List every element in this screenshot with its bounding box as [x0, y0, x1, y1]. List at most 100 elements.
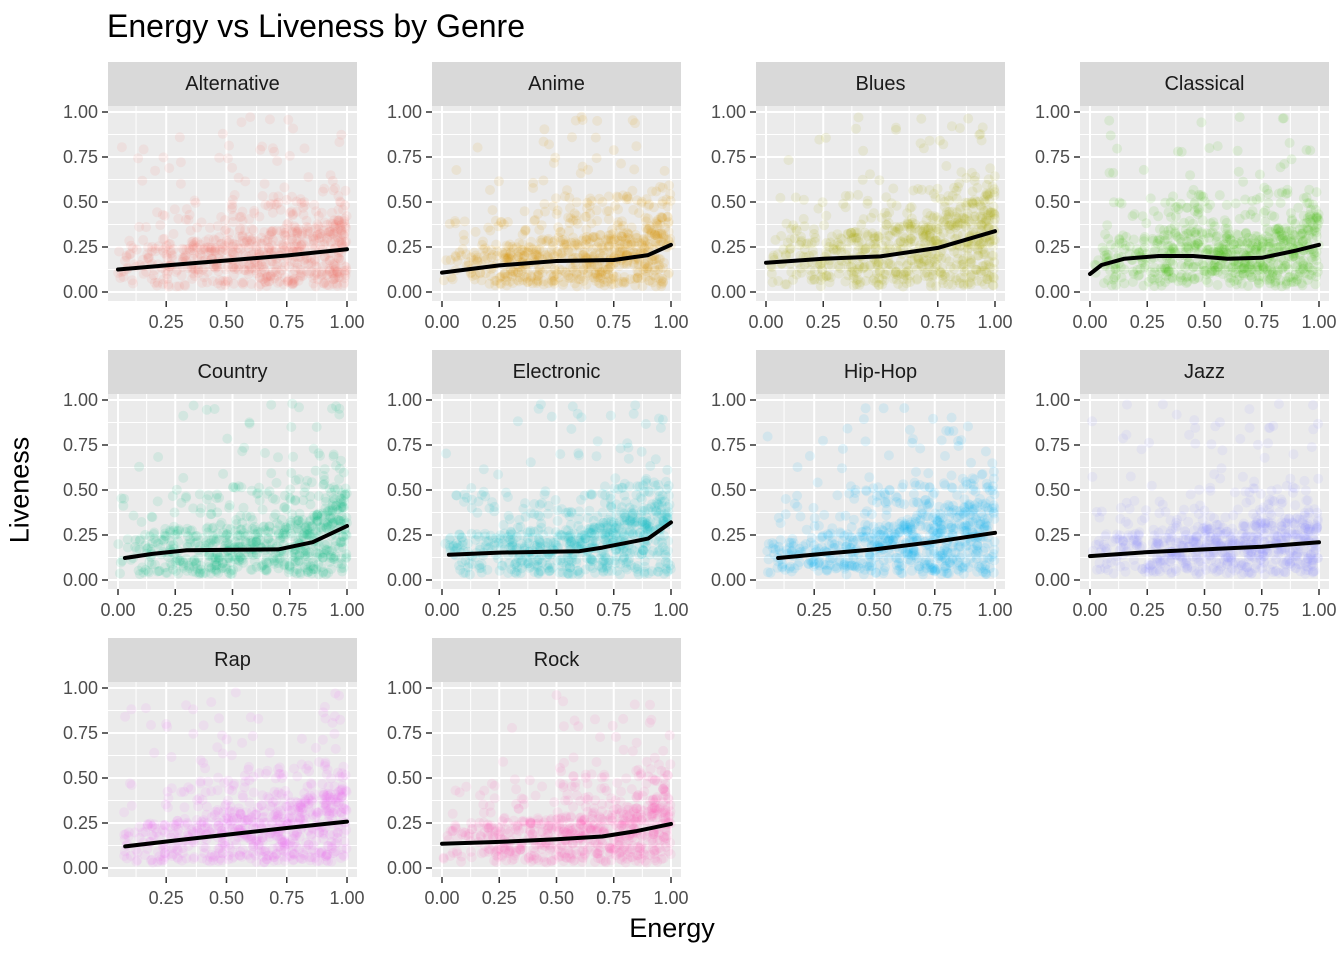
data-point — [578, 249, 589, 260]
data-point — [590, 132, 601, 143]
data-point — [656, 505, 666, 516]
data-point — [522, 277, 533, 288]
data-point — [279, 223, 290, 234]
data-point — [541, 236, 552, 247]
data-point — [867, 495, 878, 506]
data-point — [928, 489, 938, 500]
data-point — [597, 562, 608, 573]
data-point — [567, 132, 577, 143]
data-point — [624, 526, 635, 537]
data-point — [928, 526, 938, 537]
data-point — [1217, 269, 1228, 280]
data-point — [237, 517, 248, 528]
data-point — [286, 528, 296, 539]
data-point — [291, 206, 302, 217]
data-point — [1183, 257, 1194, 268]
data-point — [1182, 241, 1193, 252]
data-point — [880, 562, 891, 573]
data-point — [276, 265, 287, 276]
data-point — [259, 235, 270, 246]
data-point — [767, 277, 778, 288]
data-point — [638, 233, 649, 244]
data-point — [215, 244, 225, 255]
data-point — [1194, 189, 1204, 200]
data-point — [543, 278, 554, 289]
data-point — [180, 250, 191, 261]
data-point — [791, 225, 802, 236]
data-point — [905, 519, 916, 530]
data-point — [910, 516, 921, 527]
data-point — [965, 536, 976, 547]
data-point — [294, 402, 304, 413]
data-point — [559, 531, 570, 542]
data-point — [939, 561, 950, 572]
data-point — [624, 548, 635, 559]
data-point — [335, 455, 346, 466]
data-point — [947, 529, 958, 539]
data-point — [565, 536, 576, 547]
data-point — [1155, 234, 1166, 245]
data-point — [980, 197, 991, 208]
data-point — [505, 526, 516, 537]
data-point — [124, 249, 135, 260]
data-point — [555, 236, 566, 247]
data-point — [226, 565, 237, 576]
data-point — [254, 495, 265, 506]
data-point — [213, 266, 224, 277]
data-point — [895, 526, 905, 537]
data-point — [1226, 262, 1237, 273]
data-point — [976, 469, 987, 480]
data-point — [1124, 241, 1135, 252]
data-point — [519, 206, 530, 217]
data-point — [152, 566, 163, 577]
data-point — [1255, 257, 1266, 268]
data-point — [1112, 143, 1123, 154]
data-point — [855, 277, 866, 288]
data-point — [1305, 145, 1316, 156]
data-point — [252, 488, 262, 499]
data-point — [606, 500, 617, 511]
data-point — [979, 195, 990, 206]
data-point — [284, 150, 295, 161]
data-point — [298, 202, 309, 213]
data-point — [981, 568, 992, 579]
data-point — [228, 248, 239, 259]
y-tick-label: 0.00 — [63, 282, 98, 302]
data-point — [301, 266, 312, 277]
data-point — [529, 559, 540, 570]
data-point — [531, 250, 542, 261]
data-point — [665, 195, 676, 206]
trend-line — [116, 247, 349, 272]
data-point — [832, 238, 843, 248]
data-point — [877, 538, 888, 549]
data-point — [301, 221, 312, 232]
data-point — [588, 524, 599, 535]
data-point — [923, 224, 934, 235]
data-point — [265, 527, 276, 538]
data-point — [1225, 277, 1236, 288]
data-point — [892, 565, 903, 576]
data-point — [658, 515, 669, 526]
data-point — [613, 484, 624, 495]
data-point — [550, 495, 561, 505]
data-point — [889, 528, 900, 539]
data-point — [853, 189, 863, 200]
data-point — [242, 530, 253, 541]
data-point — [949, 246, 960, 257]
data-point — [331, 401, 342, 412]
data-point — [812, 477, 823, 488]
data-point — [904, 221, 915, 232]
data-point — [870, 552, 881, 563]
data-point — [909, 236, 919, 247]
data-point — [548, 158, 559, 168]
data-point — [118, 272, 129, 282]
data-point — [230, 552, 241, 562]
data-point — [1195, 191, 1206, 202]
data-point — [153, 452, 164, 462]
data-point — [285, 494, 296, 505]
data-point — [220, 561, 231, 572]
data-point — [555, 227, 565, 238]
data-point — [980, 567, 991, 578]
data-point — [827, 538, 837, 549]
data-point — [880, 496, 891, 507]
